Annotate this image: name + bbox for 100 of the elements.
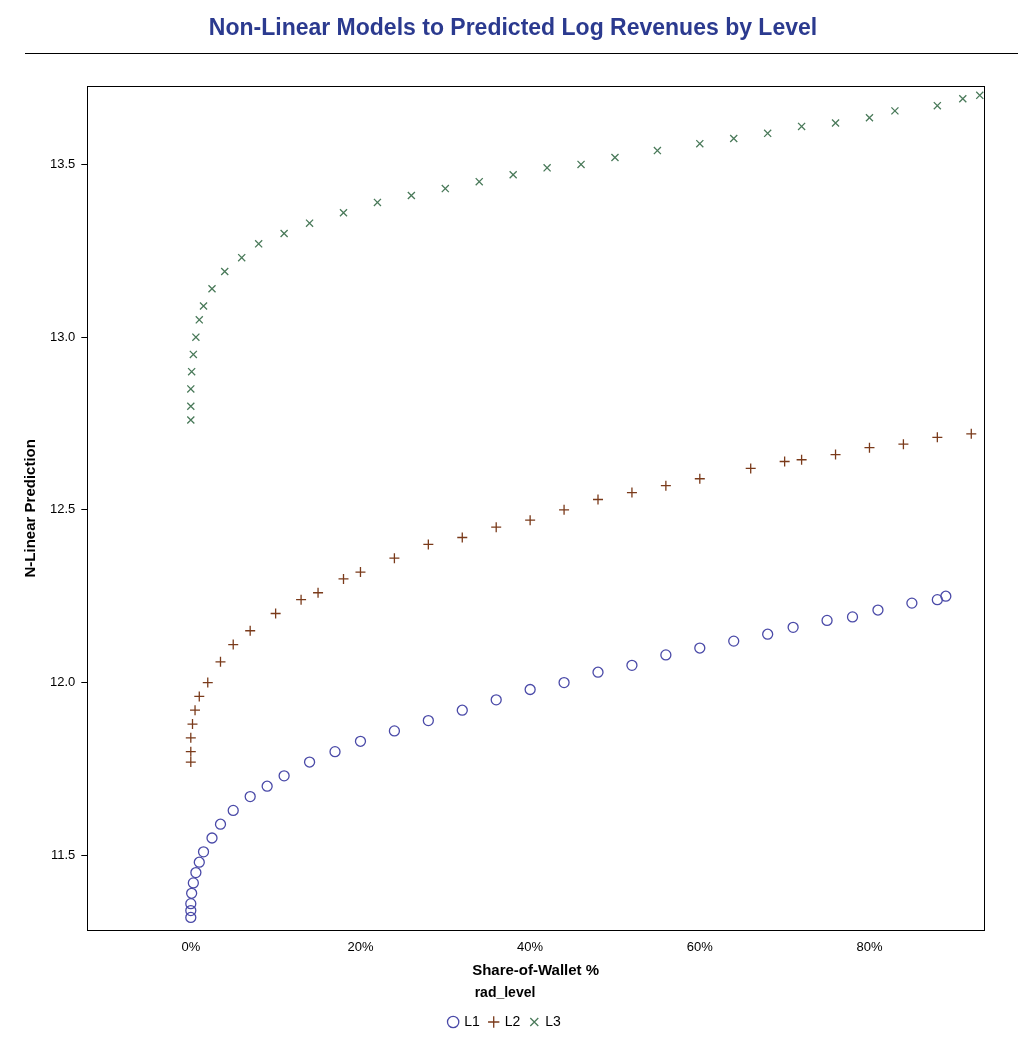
point [189,704,201,716]
y-axis-title: N-Linear Prediction [21,439,39,578]
point [354,566,367,578]
point [227,638,239,651]
point [610,153,620,162]
point [846,611,859,623]
point [227,804,239,817]
point [214,818,227,830]
point [193,690,205,703]
point [763,129,772,138]
point [422,714,434,727]
point [695,139,704,148]
point [329,746,341,758]
legend-label: L1 [464,1012,480,1029]
point [863,442,876,454]
point [576,160,586,169]
point [261,780,273,792]
point [244,790,256,803]
point [295,594,307,606]
point [186,718,199,730]
point [829,448,842,461]
point [475,177,484,186]
point [189,350,198,359]
point [490,694,502,706]
point [797,122,806,131]
point [965,428,977,440]
point [186,402,195,411]
point [542,163,552,173]
point [187,877,199,889]
point [729,134,738,143]
point [278,770,290,782]
x-tick-label: 60% [686,938,714,954]
point [237,253,246,262]
point [524,514,536,526]
point [185,898,197,910]
point [187,367,196,376]
point [186,887,198,899]
point [558,504,570,516]
point [745,462,757,475]
point [339,208,348,217]
point [214,656,227,668]
point [305,218,314,228]
y-tick-label: 13.5 [49,155,76,171]
point [269,607,282,620]
point [931,594,943,606]
legend-label: L3 [545,1012,562,1029]
x-axis-title: Share-of-Wallet % [472,961,600,979]
point [254,239,263,249]
point [940,590,952,602]
point [220,267,229,276]
point [490,521,502,533]
point [279,229,289,238]
point [185,746,197,758]
point [190,866,202,879]
point [865,113,874,122]
point [206,832,218,844]
point [207,284,217,293]
point [660,480,672,492]
point [202,676,214,689]
point [441,184,450,193]
point [422,538,434,551]
point [185,904,197,917]
point [185,911,197,924]
x-tick-label: 40% [517,938,544,954]
y-tick-label: 13.0 [49,328,76,344]
point [975,91,984,100]
point [337,573,350,585]
point [931,431,943,443]
point [872,604,884,616]
point [354,735,367,747]
point [185,756,197,768]
point [778,455,791,468]
point [626,659,638,671]
point [303,756,316,768]
y-tick-label: 11.5 [50,846,76,862]
point [193,856,205,868]
point [958,94,967,103]
point [388,725,401,737]
point [186,384,195,394]
legend-title: rad_level [474,984,536,1001]
point [407,191,416,200]
point [762,628,774,640]
point [312,587,324,599]
point [933,101,942,110]
point [897,438,910,450]
point [197,846,210,858]
point [592,493,604,506]
point [373,198,382,207]
point [787,621,799,633]
point [244,625,256,637]
point [890,106,900,116]
point [508,170,518,179]
y-tick-label: 12.0 [49,674,76,690]
point [186,415,195,425]
point [728,635,740,647]
point [524,683,536,696]
legend-label: L2 [504,1012,521,1029]
x-tick-label: 0% [181,938,201,954]
point [199,301,208,311]
point [558,676,570,689]
